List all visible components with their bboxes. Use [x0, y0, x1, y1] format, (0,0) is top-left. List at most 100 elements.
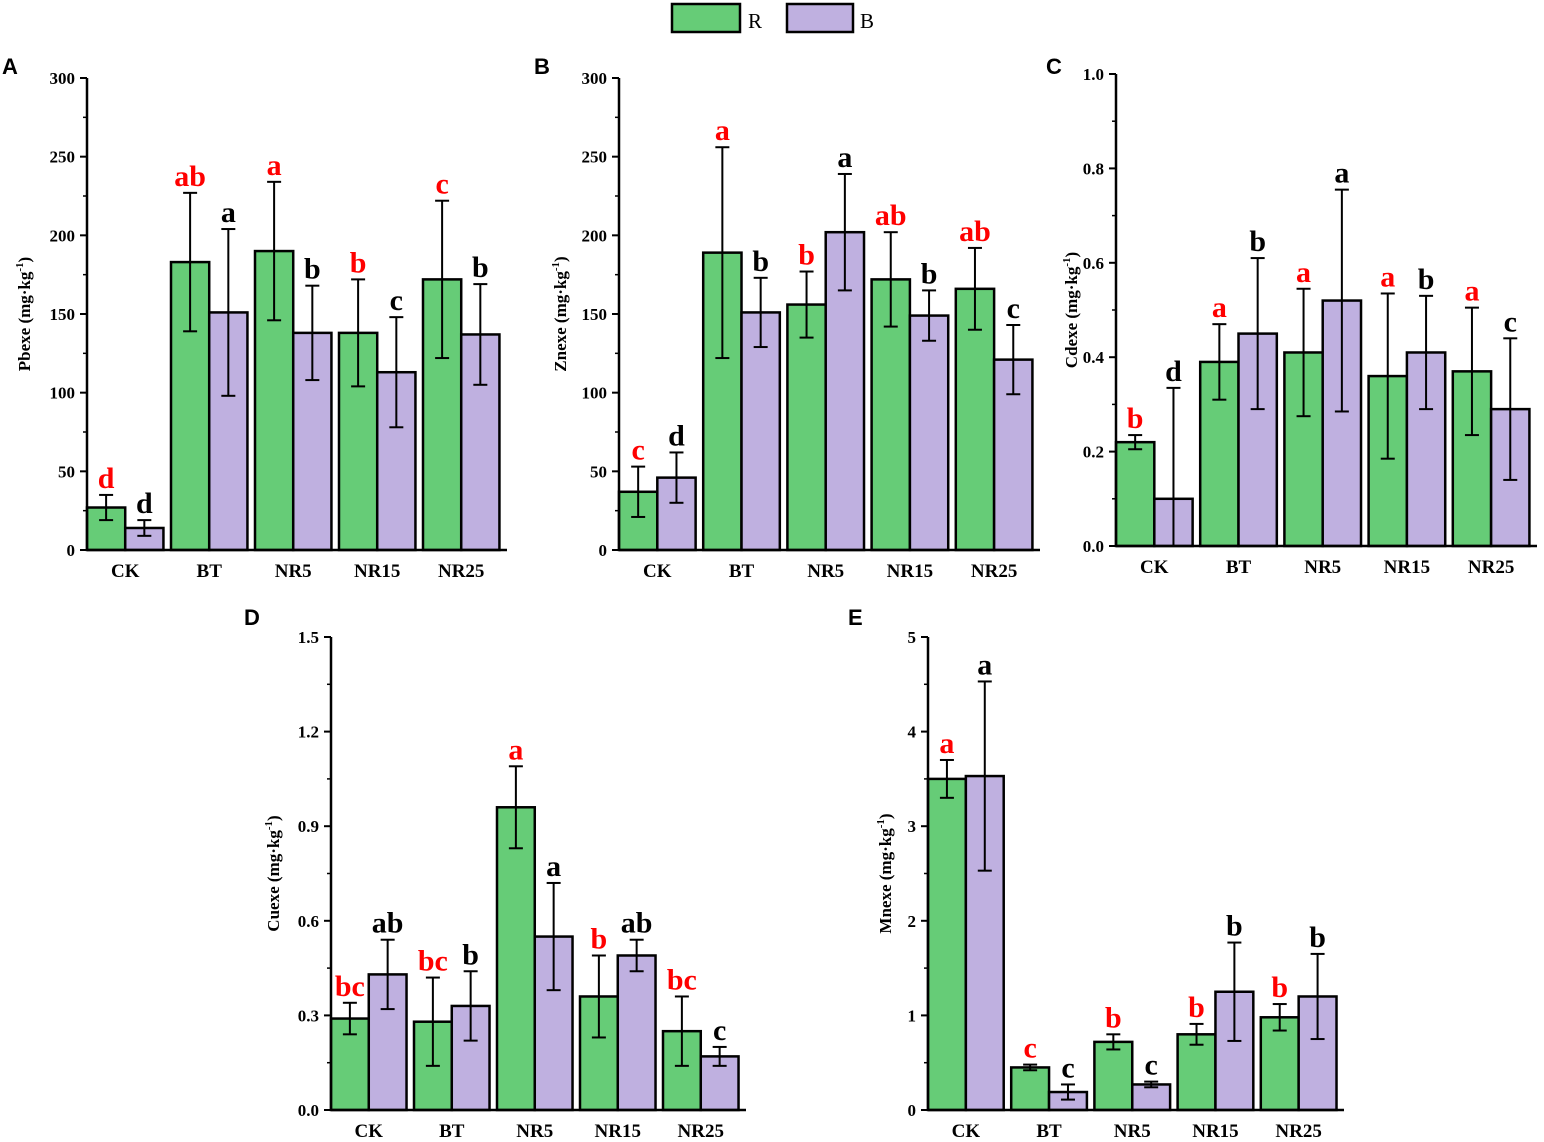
panel-a: AddCKabaBTabNR5bcNR15cbNR250501001502002… [2, 54, 507, 582]
error-bar-b-nr5 [837, 172, 852, 292]
x-tick-label: NR5 [1304, 557, 1341, 578]
x-tick-label: NR15 [595, 1121, 641, 1142]
x-tick-label: NR25 [678, 1121, 724, 1142]
error-bar-b-nr25 [473, 283, 488, 386]
y-tick-label: 5 [908, 628, 917, 647]
error-bar-b-nr15 [1419, 294, 1434, 411]
y-tick-label: 200 [582, 226, 608, 245]
sig-letter-r-nr15: b [350, 246, 367, 279]
error-bar-r-nr25 [674, 995, 689, 1067]
error-bar-r-bt [715, 146, 730, 360]
sig-letter-r-bt: a [715, 114, 730, 147]
x-tick-label: NR15 [354, 561, 400, 582]
error-bar-r-nr15 [591, 954, 606, 1039]
error-bar-b-nr15 [629, 938, 644, 973]
bar-b-nr15 [616, 954, 657, 1112]
sig-letter-b-bt: b [1249, 225, 1266, 258]
y-tick-label: 2 [908, 912, 917, 931]
error-bar-r-bt [183, 191, 198, 333]
error-bar-r-nr25 [1272, 1003, 1287, 1032]
error-bar-b-bt [753, 276, 768, 349]
error-bar-r-nr15 [883, 231, 898, 328]
error-bar-b-bt [1060, 1083, 1075, 1101]
y-tick-label: 100 [582, 384, 608, 403]
error-bar-b-bt [1250, 257, 1265, 411]
sig-letter-b-ck: d [1165, 355, 1182, 388]
error-bar-b-nr5 [1144, 1080, 1159, 1089]
panel-letter: A [2, 54, 18, 79]
legend-label-r: R [748, 9, 762, 33]
y-tick-label: 200 [50, 226, 76, 245]
sig-letter-r-ck: c [631, 434, 644, 467]
sig-letter-b-nr15: b [1226, 910, 1243, 943]
sig-letter-r-bt: bc [418, 945, 448, 978]
y-tick-label: 100 [50, 384, 76, 403]
x-tick-label: NR25 [1275, 1121, 1321, 1142]
sig-letter-b-ck: ab [372, 907, 404, 940]
y-axis-title: Cdexe (mg·kg-1) [1061, 252, 1081, 368]
y-axis-title: Pbexe (mg·kg-1) [14, 257, 34, 371]
legend-swatch-b [785, 2, 855, 34]
y-tick-label: 0.6 [298, 912, 319, 931]
sig-letter-r-nr5: b [1105, 1001, 1122, 1034]
sig-letter-b-nr25: b [472, 251, 489, 284]
error-bar-b-bt [221, 228, 236, 397]
error-bar-r-nr15 [1380, 292, 1395, 460]
error-bar-r-ck [99, 493, 114, 522]
error-bar-b-ck [137, 519, 152, 537]
error-bar-r-nr5 [1106, 1033, 1121, 1051]
error-bar-b-nr5 [1334, 188, 1349, 413]
y-tick-label: 0.0 [298, 1101, 319, 1120]
y-tick-label: 150 [582, 305, 608, 324]
sig-letter-r-nr5: a [267, 149, 282, 182]
error-bar-r-ck [631, 465, 646, 518]
y-tick-label: 300 [582, 69, 608, 88]
sig-letter-b-nr25: b [1309, 921, 1326, 954]
y-tick-label: 50 [58, 462, 75, 481]
y-tick-label: 0.9 [298, 817, 319, 836]
y-tick-label: 0 [908, 1101, 917, 1120]
error-bar-b-nr25 [1503, 337, 1518, 481]
sig-letter-b-nr5: c [1145, 1049, 1158, 1082]
bar-r-ck [1114, 440, 1156, 548]
x-tick-label: CK [952, 1121, 981, 1142]
y-tick-label: 0.3 [298, 1006, 319, 1025]
x-tick-label: NR15 [887, 561, 933, 582]
x-tick-label: NR25 [971, 561, 1017, 582]
y-tick-label: 0.0 [1083, 537, 1104, 556]
bar-b-bt [740, 311, 782, 552]
x-tick-label: BT [197, 561, 223, 582]
sig-letter-r-nr5: b [798, 239, 815, 272]
sig-letter-r-nr15: a [1380, 260, 1395, 293]
bar-r-nr25 [954, 287, 996, 552]
sig-letter-b-nr5: a [546, 850, 561, 883]
y-tick-label: 0.6 [1083, 254, 1104, 273]
sig-letter-r-ck: bc [335, 970, 365, 1003]
x-tick-label: CK [355, 1121, 384, 1142]
error-bar-r-nr5 [267, 180, 282, 322]
y-tick-label: 1.0 [1083, 65, 1104, 84]
y-tick-label: 1 [908, 1006, 917, 1025]
x-tick-label: BT [1036, 1121, 1062, 1142]
x-tick-label: NR25 [1468, 557, 1514, 578]
error-bar-r-nr15 [1189, 1022, 1204, 1046]
error-bar-r-nr5 [799, 270, 814, 339]
y-axis-title: Cuexe (mg·kg-1) [263, 815, 283, 931]
y-tick-label: 1.5 [298, 628, 319, 647]
y-tick-label: 250 [582, 148, 608, 167]
y-tick-label: 4 [908, 723, 917, 742]
x-tick-label: NR5 [1114, 1121, 1151, 1142]
error-bar-r-nr25 [967, 246, 982, 331]
y-tick-label: 150 [50, 305, 76, 324]
x-tick-label: NR5 [807, 561, 844, 582]
x-tick-label: CK [1140, 557, 1169, 578]
error-bar-r-nr5 [1296, 287, 1311, 418]
error-bar-r-nr25 [1464, 306, 1479, 437]
sig-letter-r-ck: d [98, 462, 115, 495]
error-bar-r-ck [342, 1001, 357, 1036]
sig-letter-r-nr25: ab [959, 215, 991, 248]
bar-r-bt [1009, 1066, 1051, 1112]
panel-letter: B [534, 54, 550, 79]
